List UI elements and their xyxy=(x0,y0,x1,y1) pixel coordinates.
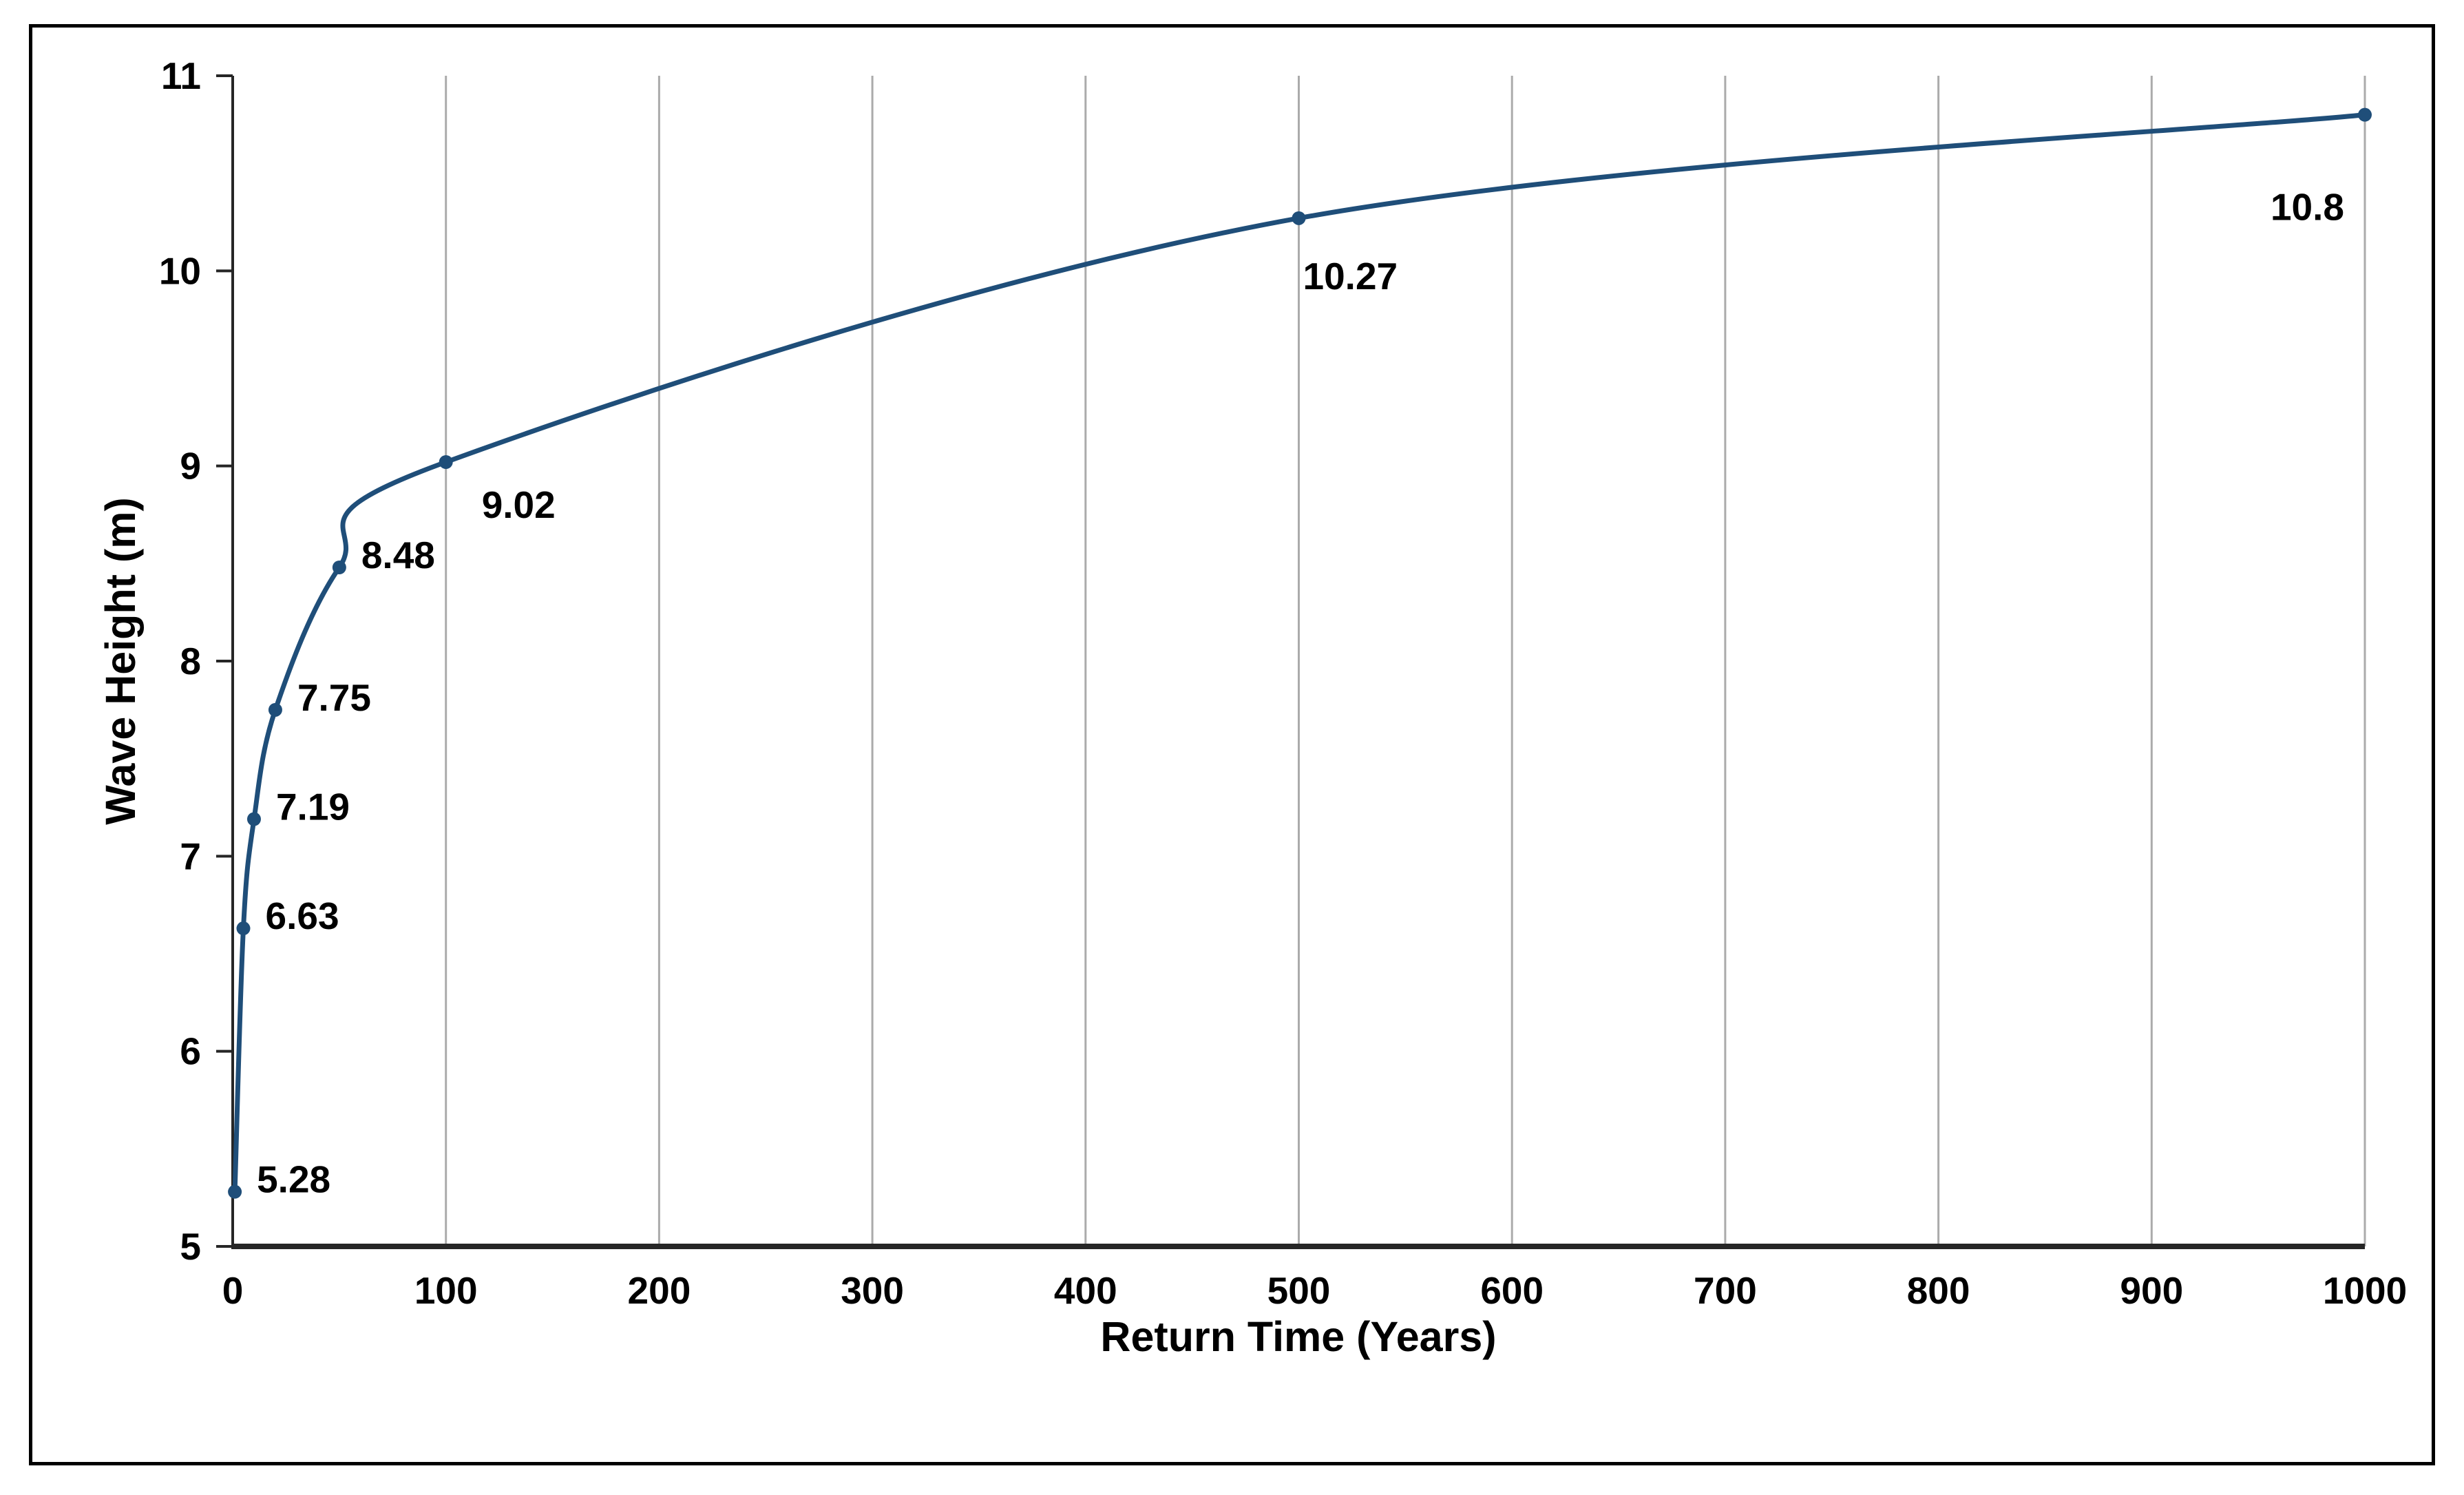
data-point-marker-4 xyxy=(332,561,346,574)
data-point-label-5: 9.02 xyxy=(482,483,556,526)
x-tick-label-1000: 1000 xyxy=(2323,1269,2407,1312)
y-tick-label-7: 7 xyxy=(180,835,201,877)
data-point-label-2: 7.19 xyxy=(276,786,350,828)
x-tick-label-800: 800 xyxy=(1907,1269,1970,1312)
data-point-marker-5 xyxy=(439,455,453,469)
data-point-marker-6 xyxy=(1292,211,1306,225)
data-point-marker-1 xyxy=(236,921,251,936)
y-tick-label-9: 9 xyxy=(180,445,201,488)
data-point-marker-2 xyxy=(246,812,261,826)
data-point-label-7: 10.8 xyxy=(2271,186,2344,229)
x-tick-label-500: 500 xyxy=(1267,1269,1331,1312)
data-point-label-3: 7.75 xyxy=(297,676,371,719)
data-point-marker-0 xyxy=(228,1184,242,1199)
series-line xyxy=(232,112,2368,1195)
x-tick-label-200: 200 xyxy=(628,1269,691,1312)
y-tick-label-8: 8 xyxy=(180,640,201,682)
chart-frame xyxy=(29,24,2435,1465)
x-axis-title: Return Time (Years) xyxy=(1100,1313,1497,1360)
data-point-marker-7 xyxy=(2358,107,2372,122)
x-tick-label-600: 600 xyxy=(1480,1269,1544,1312)
y-axis-title: Wave Height (m) xyxy=(97,497,144,825)
x-tick-label-0: 0 xyxy=(222,1269,244,1312)
data-point-label-1: 6.63 xyxy=(265,895,339,937)
y-tick-label-10: 10 xyxy=(159,249,201,292)
x-tick-label-900: 900 xyxy=(2120,1269,2183,1312)
x-tick-label-400: 400 xyxy=(1054,1269,1117,1312)
data-point-label-6: 10.27 xyxy=(1303,255,1398,297)
data-point-marker-3 xyxy=(268,702,282,717)
data-point-label-0: 5.28 xyxy=(257,1158,330,1201)
data-point-label-4: 8.48 xyxy=(361,534,435,576)
y-tick-label-5: 5 xyxy=(180,1225,201,1268)
y-tick-label-6: 6 xyxy=(180,1030,201,1073)
x-tick-label-300: 300 xyxy=(841,1269,904,1312)
x-tick-label-100: 100 xyxy=(414,1269,478,1312)
y-tick-label-11: 11 xyxy=(161,54,201,97)
x-tick-label-700: 700 xyxy=(1694,1269,1757,1312)
